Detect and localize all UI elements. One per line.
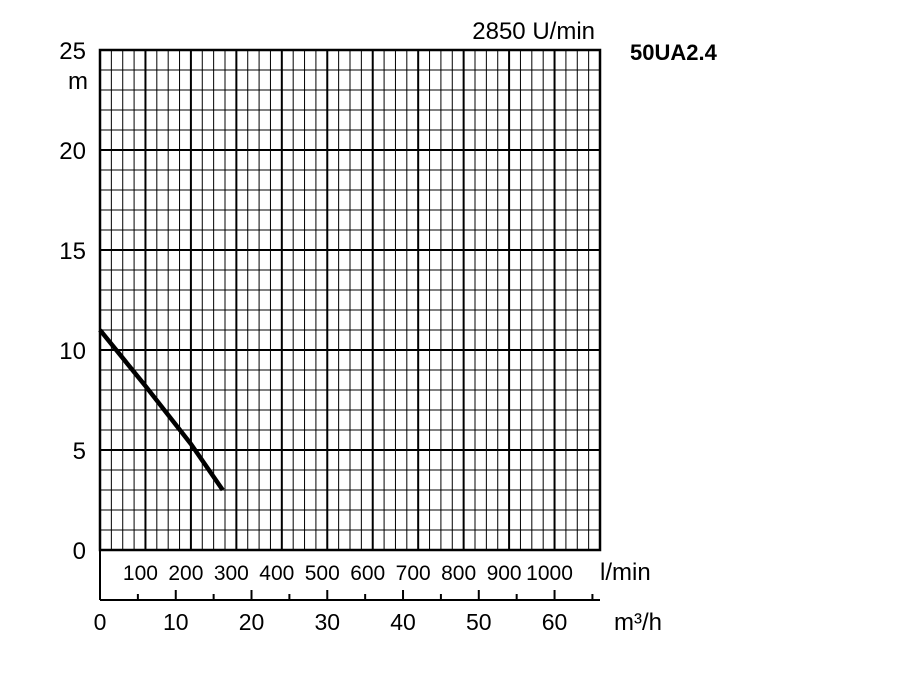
y-tick-label: 10: [59, 338, 86, 365]
series-layer: [98, 328, 225, 492]
m3h-tick-label: 60: [542, 609, 568, 635]
lmin-tick-label: 800: [441, 562, 476, 585]
m3h-tick-label: 10: [163, 609, 189, 635]
plot-frame: [98, 48, 602, 552]
lmin-tick-label: 600: [350, 562, 385, 585]
lmin-tick-label: 100: [123, 562, 158, 585]
lmin-tick-label: 1000: [526, 562, 573, 585]
pump-curve-line: [98, 328, 225, 492]
lmin-tick-label: 200: [168, 562, 203, 585]
y-tick-label: 20: [59, 138, 86, 165]
m3h-tick-label: 40: [390, 609, 416, 635]
m3h-tick-label: 0: [94, 609, 107, 635]
lmin-tick-label: 900: [487, 562, 522, 585]
grid-major: [100, 50, 600, 550]
m3h-tick-label: 20: [239, 609, 265, 635]
m3h-tick-label: 50: [466, 609, 492, 635]
lmin-tick-label: 700: [396, 562, 431, 585]
x-axis-label-m3h: m³/h: [614, 609, 662, 636]
lmin-tick-label: 300: [214, 562, 249, 585]
grid-minor: [100, 50, 600, 550]
chart-title: 50UA2.4: [630, 40, 718, 65]
x-axis-label-lmin: l/min: [600, 559, 651, 586]
y-tick-label: 15: [59, 238, 86, 265]
y-tick-label: 0: [73, 538, 86, 565]
y-tick-label: 5: [73, 438, 86, 465]
lmin-tick-label: 400: [259, 562, 294, 585]
y-tick-label: 25: [59, 38, 86, 65]
speed-label: 2850 U/min: [472, 18, 595, 45]
lmin-tick-label: 500: [305, 562, 340, 585]
y-axis-label: m: [68, 68, 88, 95]
m3h-tick-label: 30: [314, 609, 340, 635]
m3h-ticks: [136, 590, 594, 600]
